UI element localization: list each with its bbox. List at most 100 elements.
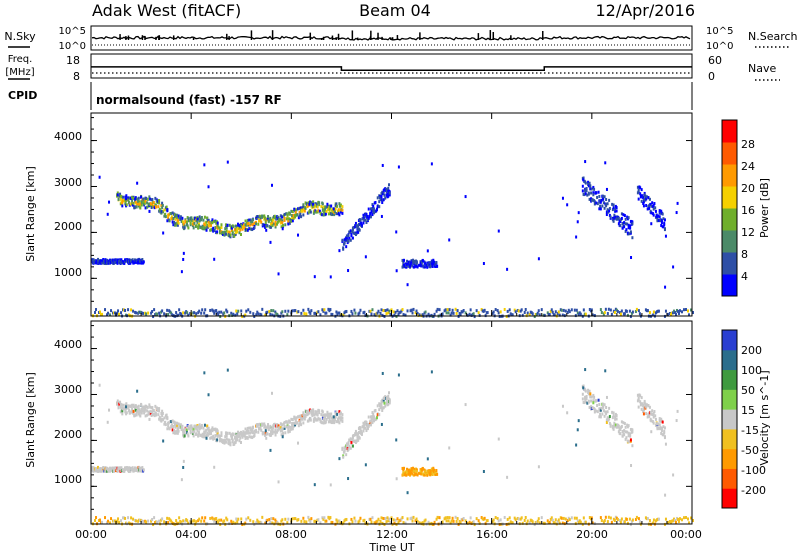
velocity-echo (612, 414, 615, 418)
velocity-echo (605, 412, 608, 416)
velocity-echo (575, 516, 578, 520)
velocity-echo (170, 423, 173, 427)
velocity-echo (622, 520, 625, 524)
velocity-echo (672, 517, 675, 521)
power-echo (623, 312, 626, 316)
power-echo (329, 275, 332, 279)
velocity-echo (415, 517, 418, 521)
beam-title: Beam 04 (359, 1, 431, 20)
power-echo (233, 234, 236, 238)
power-echo (609, 215, 612, 219)
velocity-echo (279, 426, 282, 430)
power-echo (148, 195, 151, 199)
power-echo (611, 208, 614, 212)
power-echo (601, 204, 604, 208)
power-echo (622, 213, 625, 217)
velocity-echo (630, 519, 633, 523)
velocity-echo (268, 518, 271, 522)
velocity-echo (613, 519, 616, 523)
velocity-echo (142, 468, 145, 472)
velocity-echo (264, 521, 267, 525)
power-echo (136, 197, 139, 201)
power-echo (146, 201, 149, 205)
power-echo (122, 195, 125, 199)
power-echo (660, 209, 663, 213)
power-echo (294, 213, 297, 217)
power-echo (140, 195, 143, 199)
power-echo (109, 313, 112, 317)
velocity-echo (629, 434, 632, 438)
power-echo (190, 216, 193, 220)
velocity-echo (179, 423, 182, 427)
power-echo (216, 311, 219, 315)
velocity-echo (317, 417, 320, 421)
power-echo (384, 196, 387, 200)
power-echo (98, 311, 101, 315)
power-echo (127, 196, 130, 200)
velocity-echo (298, 422, 301, 426)
velocity-echo (329, 516, 332, 520)
power-echo (281, 227, 284, 231)
power-echo (120, 195, 123, 199)
velocity-echo (418, 471, 421, 475)
velocity-echo (263, 431, 266, 435)
velocity-echo (578, 519, 581, 523)
power-echo (607, 307, 610, 311)
power-echo (236, 227, 239, 231)
velocity-echo (656, 425, 659, 429)
velocity-echo (343, 519, 346, 523)
velocity-echo (303, 520, 306, 524)
velocity-echo (304, 414, 307, 418)
power-echo (430, 264, 433, 268)
power-echo (137, 311, 140, 315)
velocity-echo (143, 411, 146, 415)
power-echo (223, 233, 226, 237)
power-echo (119, 202, 122, 206)
power-echo (224, 232, 227, 236)
power-echo (217, 225, 220, 229)
colorbar-swatch (722, 428, 737, 450)
velocity-echo (271, 429, 274, 433)
velocity-echo (139, 414, 142, 418)
power-echo (251, 220, 254, 224)
velocity-echo (337, 416, 340, 420)
velocity-echo (384, 404, 387, 408)
power-echo (143, 203, 146, 207)
velocity-echo (330, 520, 333, 524)
velocity-echo (176, 424, 179, 428)
power-echo (559, 308, 562, 312)
power-echo (400, 309, 403, 313)
velocity-echo (144, 407, 147, 411)
power-echo (338, 311, 341, 315)
velocity-echo (486, 519, 489, 523)
power-echo (239, 228, 242, 232)
power-echo (619, 224, 622, 228)
velocity-echo (644, 516, 647, 520)
power-echo (242, 225, 245, 229)
power-echo (430, 162, 433, 166)
power-echo (347, 240, 350, 244)
velocity-echo (468, 520, 471, 524)
power-echo (494, 308, 497, 312)
velocity-echo (236, 520, 239, 524)
power-echo (134, 200, 137, 204)
power-echo (144, 206, 147, 210)
power-echo (117, 197, 120, 201)
velocity-echo (224, 438, 227, 442)
power-echo (309, 311, 312, 315)
velocity-echo (273, 430, 276, 434)
power-echo (245, 223, 248, 227)
velocity-echo (297, 415, 300, 419)
power-echo (412, 307, 415, 311)
velocity-echo (100, 521, 103, 525)
power-echo (220, 223, 223, 227)
power-echo (596, 195, 599, 199)
velocity-echo (426, 469, 429, 473)
power-echo (521, 313, 524, 317)
power-echo (608, 198, 611, 202)
velocity-echo (351, 436, 354, 440)
power-echo (385, 188, 388, 192)
velocity-echo (631, 428, 634, 432)
velocity-echo (302, 421, 305, 425)
